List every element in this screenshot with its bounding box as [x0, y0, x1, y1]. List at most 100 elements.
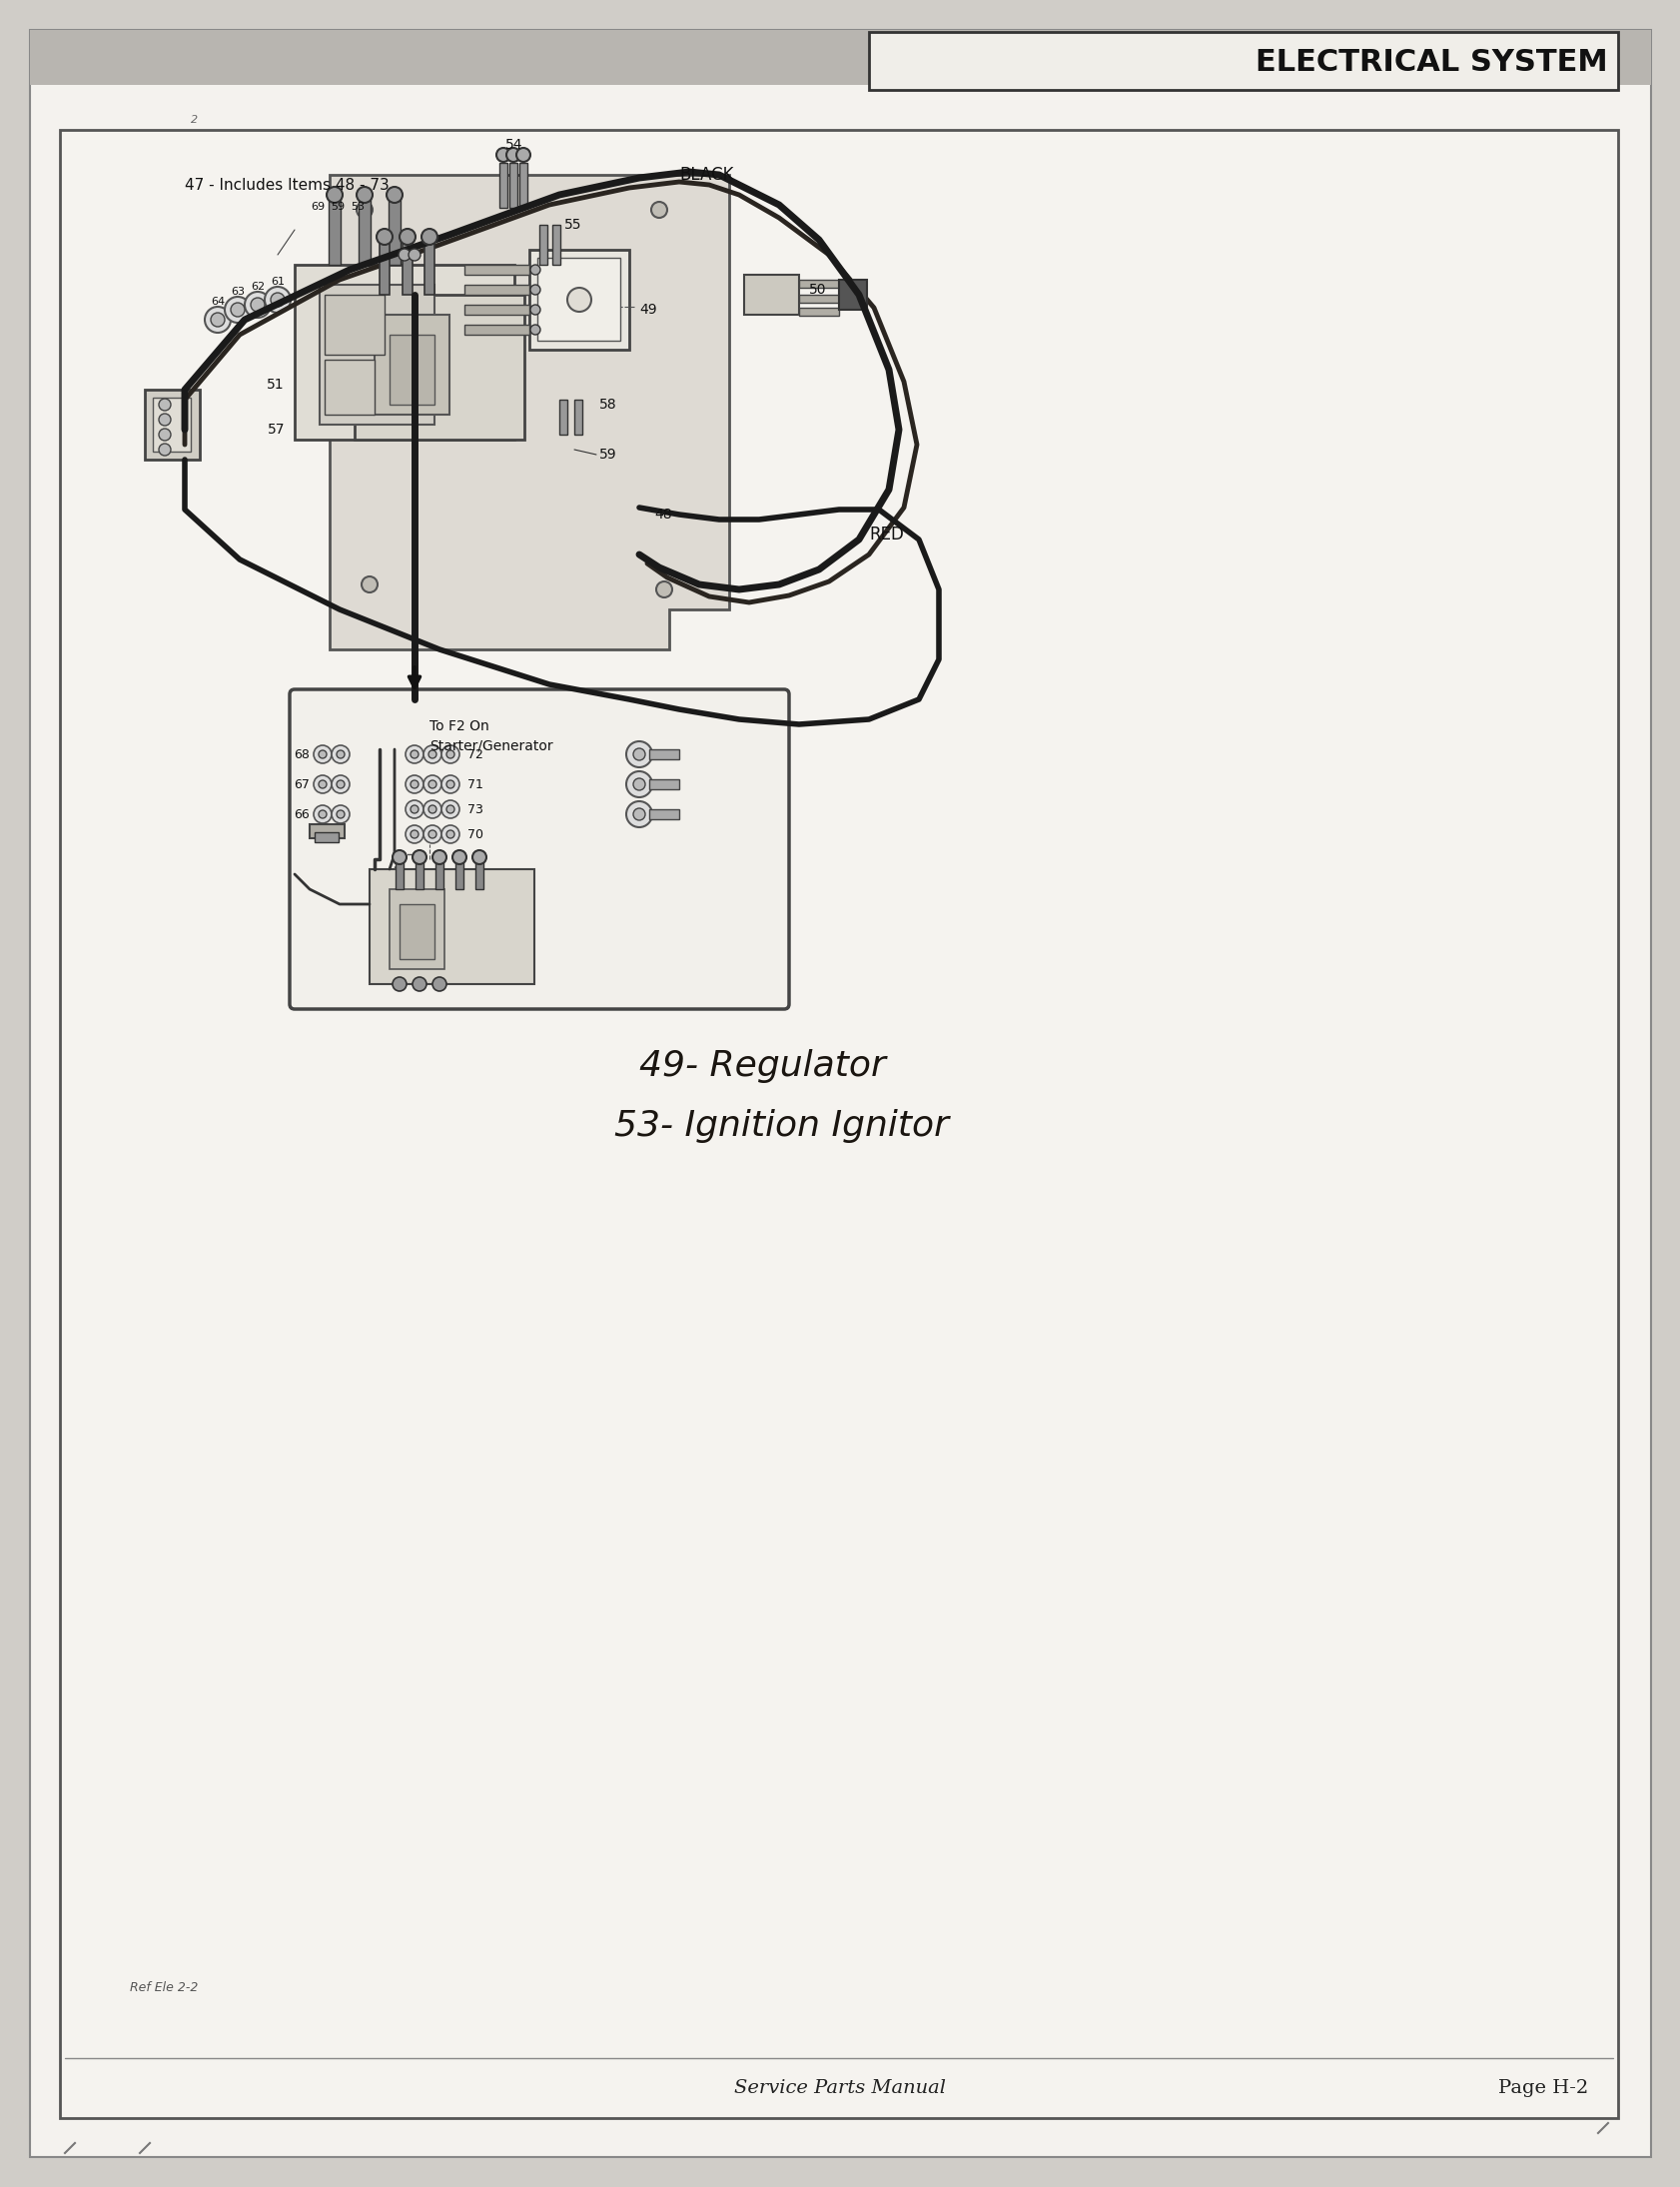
Bar — [798, 295, 838, 302]
Circle shape — [408, 249, 420, 260]
Bar — [464, 324, 529, 335]
Circle shape — [398, 249, 410, 260]
Text: 58: 58 — [600, 398, 617, 411]
Text: 70: 70 — [467, 827, 484, 840]
Bar — [464, 304, 529, 315]
Bar — [388, 199, 400, 265]
Text: 50: 50 — [808, 282, 827, 297]
Circle shape — [531, 324, 539, 335]
Circle shape — [158, 398, 171, 411]
Circle shape — [405, 774, 423, 794]
Circle shape — [361, 577, 378, 593]
Circle shape — [633, 748, 645, 761]
Circle shape — [319, 809, 326, 818]
Text: 73: 73 — [467, 803, 484, 816]
Circle shape — [423, 800, 442, 818]
Text: Service Parts Manual: Service Parts Manual — [734, 2080, 946, 2097]
Circle shape — [496, 149, 511, 162]
Bar — [499, 162, 507, 208]
Bar — [324, 359, 375, 416]
Circle shape — [531, 265, 539, 276]
Circle shape — [432, 851, 447, 864]
Circle shape — [410, 831, 418, 838]
Text: To F2 On
Starter/Generator: To F2 On Starter/Generator — [428, 720, 553, 752]
Circle shape — [314, 805, 331, 822]
Circle shape — [516, 149, 531, 162]
Circle shape — [331, 746, 349, 763]
Circle shape — [447, 831, 454, 838]
Bar — [415, 859, 423, 890]
Text: 59: 59 — [600, 448, 617, 461]
Text: 55: 55 — [564, 219, 581, 232]
Circle shape — [627, 772, 652, 798]
Text: 69: 69 — [311, 201, 324, 212]
Text: 62: 62 — [250, 282, 264, 291]
Text: 67: 67 — [294, 779, 309, 792]
Circle shape — [410, 781, 418, 787]
Circle shape — [432, 978, 447, 991]
Circle shape — [264, 286, 291, 313]
Bar — [294, 265, 514, 440]
Circle shape — [442, 774, 459, 794]
Bar — [354, 295, 524, 440]
Circle shape — [230, 302, 245, 317]
Bar — [380, 241, 390, 295]
Text: 48: 48 — [654, 507, 672, 521]
Circle shape — [250, 297, 264, 313]
Circle shape — [336, 781, 344, 787]
Circle shape — [442, 746, 459, 763]
Bar — [798, 280, 838, 289]
Text: RED: RED — [869, 525, 904, 545]
Circle shape — [633, 779, 645, 790]
Circle shape — [158, 444, 171, 455]
Circle shape — [452, 851, 465, 864]
Circle shape — [376, 230, 393, 245]
Circle shape — [428, 831, 437, 838]
Bar — [553, 225, 559, 265]
Circle shape — [386, 186, 402, 203]
Bar — [575, 400, 581, 435]
Bar — [529, 249, 628, 350]
Text: Page H-2: Page H-2 — [1497, 2080, 1588, 2097]
Circle shape — [245, 291, 270, 317]
Text: 54: 54 — [506, 138, 522, 151]
Circle shape — [442, 800, 459, 818]
Bar — [538, 258, 620, 341]
Text: 53: 53 — [351, 201, 365, 212]
Bar — [475, 859, 484, 890]
Circle shape — [410, 805, 418, 814]
Circle shape — [506, 149, 521, 162]
Bar — [390, 335, 433, 405]
Bar — [395, 859, 403, 890]
Bar — [648, 750, 679, 759]
FancyBboxPatch shape — [289, 689, 788, 1008]
Bar — [324, 295, 385, 354]
Text: 63: 63 — [230, 286, 245, 297]
Circle shape — [650, 201, 667, 219]
Text: 66: 66 — [294, 807, 309, 820]
Circle shape — [423, 746, 442, 763]
Text: 72: 72 — [467, 748, 484, 761]
Circle shape — [633, 809, 645, 820]
Text: 47 - Includes Items 48 - 73: 47 - Includes Items 48 - 73 — [185, 177, 390, 192]
Text: 64: 64 — [210, 297, 225, 306]
Circle shape — [336, 809, 344, 818]
Circle shape — [331, 805, 349, 822]
Circle shape — [336, 750, 344, 759]
Text: 57: 57 — [267, 422, 284, 437]
Circle shape — [158, 413, 171, 426]
Bar — [838, 280, 867, 311]
Bar — [309, 824, 344, 838]
Bar — [869, 33, 1618, 90]
Circle shape — [423, 774, 442, 794]
Circle shape — [356, 186, 373, 203]
Circle shape — [270, 293, 284, 306]
Text: Ref Ele 2-2: Ref Ele 2-2 — [129, 1981, 198, 1995]
Circle shape — [447, 781, 454, 787]
Circle shape — [472, 851, 486, 864]
Circle shape — [531, 304, 539, 315]
Bar — [648, 809, 679, 820]
Circle shape — [210, 313, 225, 326]
Bar — [153, 398, 190, 451]
Text: 51: 51 — [267, 378, 284, 391]
